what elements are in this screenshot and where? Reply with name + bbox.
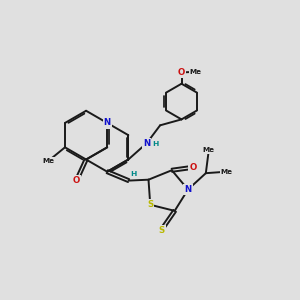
Text: N: N [143,139,150,148]
Text: N: N [103,118,111,127]
Text: H: H [130,171,136,177]
Text: O: O [178,68,185,77]
Text: S: S [158,226,164,235]
Text: Me: Me [220,169,232,175]
Text: Me: Me [203,147,215,153]
Text: S: S [147,200,153,209]
Text: O: O [190,163,197,172]
Text: N: N [184,185,192,194]
Text: O: O [73,176,80,185]
Text: Me: Me [190,69,202,75]
Text: Me: Me [43,158,55,164]
Text: H: H [152,141,158,147]
